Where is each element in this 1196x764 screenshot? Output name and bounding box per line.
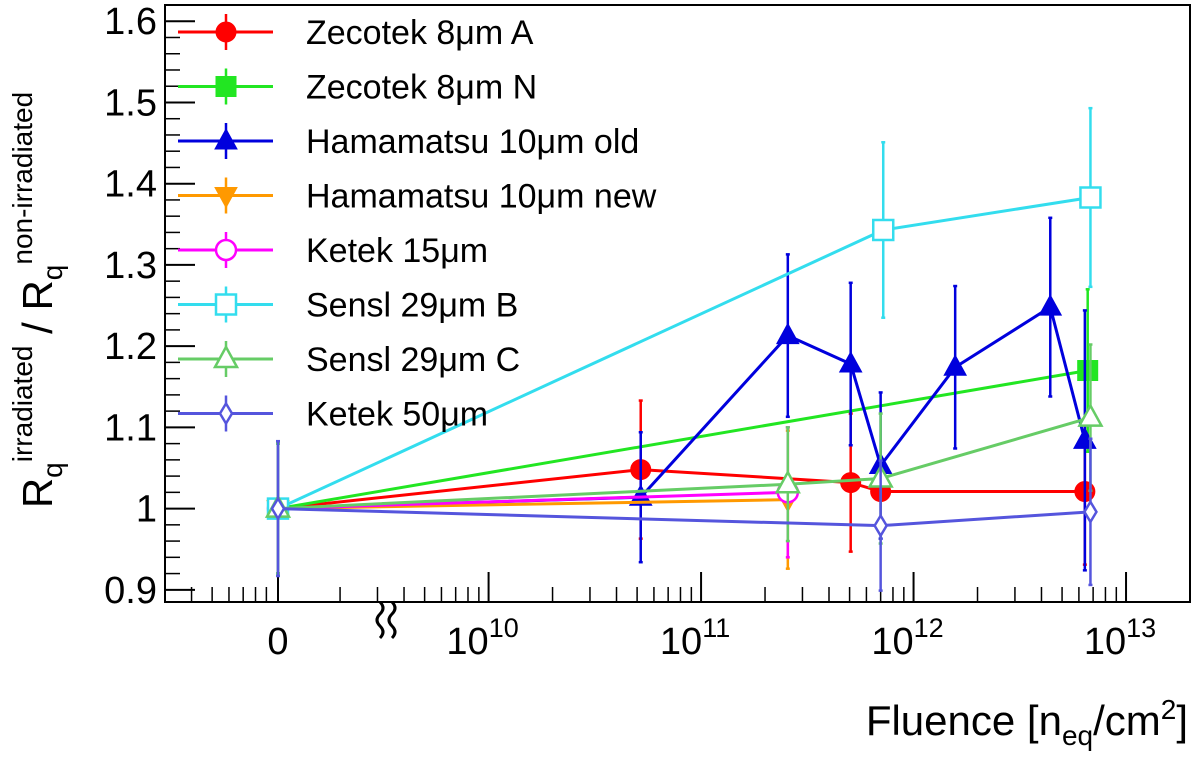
x-tick-base: 10 [660, 621, 702, 663]
marker [840, 472, 862, 494]
legend-marker [215, 21, 237, 43]
x-tick-label: 1012 [871, 613, 943, 663]
legend-marker [214, 238, 238, 262]
legend-label: Ketek 15μm [306, 232, 488, 270]
x-tick-base: 10 [871, 621, 913, 663]
legend-marker [214, 127, 238, 150]
x-tick-label: 0 [267, 621, 288, 663]
legend-label: Hamamatsu 10μm old [306, 123, 639, 161]
legend-label: Zecotek 8μm N [306, 69, 537, 107]
x-tick-exponent: 11 [702, 613, 730, 643]
x-tick-label: 1013 [1084, 613, 1156, 663]
marker [1077, 360, 1099, 382]
legend-label: Sensl 29μm B [306, 287, 518, 325]
marker [270, 496, 286, 522]
x-tick-exponent: 13 [1126, 613, 1156, 643]
y-axis-title: Rqirradiated / Rqnon-irradiated [7, 92, 68, 508]
legend-marker [218, 401, 234, 426]
legend-entry: Sensl 29μm C [178, 341, 520, 379]
marker [1077, 403, 1104, 427]
legend-entry: Zecotek 8μm N [178, 68, 537, 107]
legend-marker [215, 76, 237, 97]
legend-marker [214, 187, 238, 209]
y-tick-label: 0.9 [104, 570, 157, 612]
series-line [277, 369, 1088, 511]
legend-entry: Zecotek 8μm A [178, 14, 534, 52]
x-tick-label: 1011 [660, 613, 730, 663]
marker [873, 513, 889, 539]
marker [838, 350, 863, 373]
y-tick-label: 1.5 [104, 82, 157, 124]
legend-marker [212, 344, 240, 369]
legend-marker [214, 293, 238, 316]
marker [943, 354, 968, 376]
x-tick-base: 10 [446, 621, 488, 663]
marker [774, 469, 801, 494]
marker [1082, 499, 1098, 525]
x-axis-title: Fluence [neq/cm2] [866, 694, 1188, 751]
y-tick-label: 1.3 [104, 245, 157, 287]
legend-label: Sensl 29μm C [306, 341, 520, 379]
legend-entry: Ketek 15μm [178, 232, 488, 270]
y-tick-label: 1.1 [104, 407, 157, 449]
marker [871, 218, 895, 242]
marker [628, 484, 653, 506]
series-line [277, 304, 1087, 511]
series [270, 437, 1098, 592]
x-tick-exponent: 12 [914, 613, 944, 643]
y-tick-label: 1 [136, 489, 157, 531]
marker [775, 322, 800, 345]
legend-entry: Hamamatsu 10μm old [178, 123, 639, 161]
x-tick-base: 10 [1084, 621, 1126, 663]
marker [1038, 294, 1063, 316]
legend-entry: Ketek 50μm [178, 395, 488, 434]
legend-label: Zecotek 8μm A [306, 14, 534, 52]
legend-label: Ketek 50μm [306, 396, 488, 434]
marker [1079, 186, 1102, 209]
series-line [277, 416, 1091, 511]
y-tick-label: 1.6 [104, 1, 157, 43]
y-tick-label: 1.4 [104, 164, 157, 206]
x-tick-exponent: 10 [489, 613, 519, 643]
series-line [277, 507, 1091, 528]
x-tick-label: 1010 [446, 613, 518, 663]
axis-break [375, 600, 397, 640]
legend-entry: Hamamatsu 10μm new [178, 177, 657, 216]
legend-entry: Sensl 29μm B [178, 286, 518, 325]
marker [1073, 427, 1097, 449]
legend-label: Hamamatsu 10μm new [306, 178, 657, 216]
plot-frame [164, 4, 1191, 603]
y-tick-label: 1.2 [104, 326, 157, 368]
